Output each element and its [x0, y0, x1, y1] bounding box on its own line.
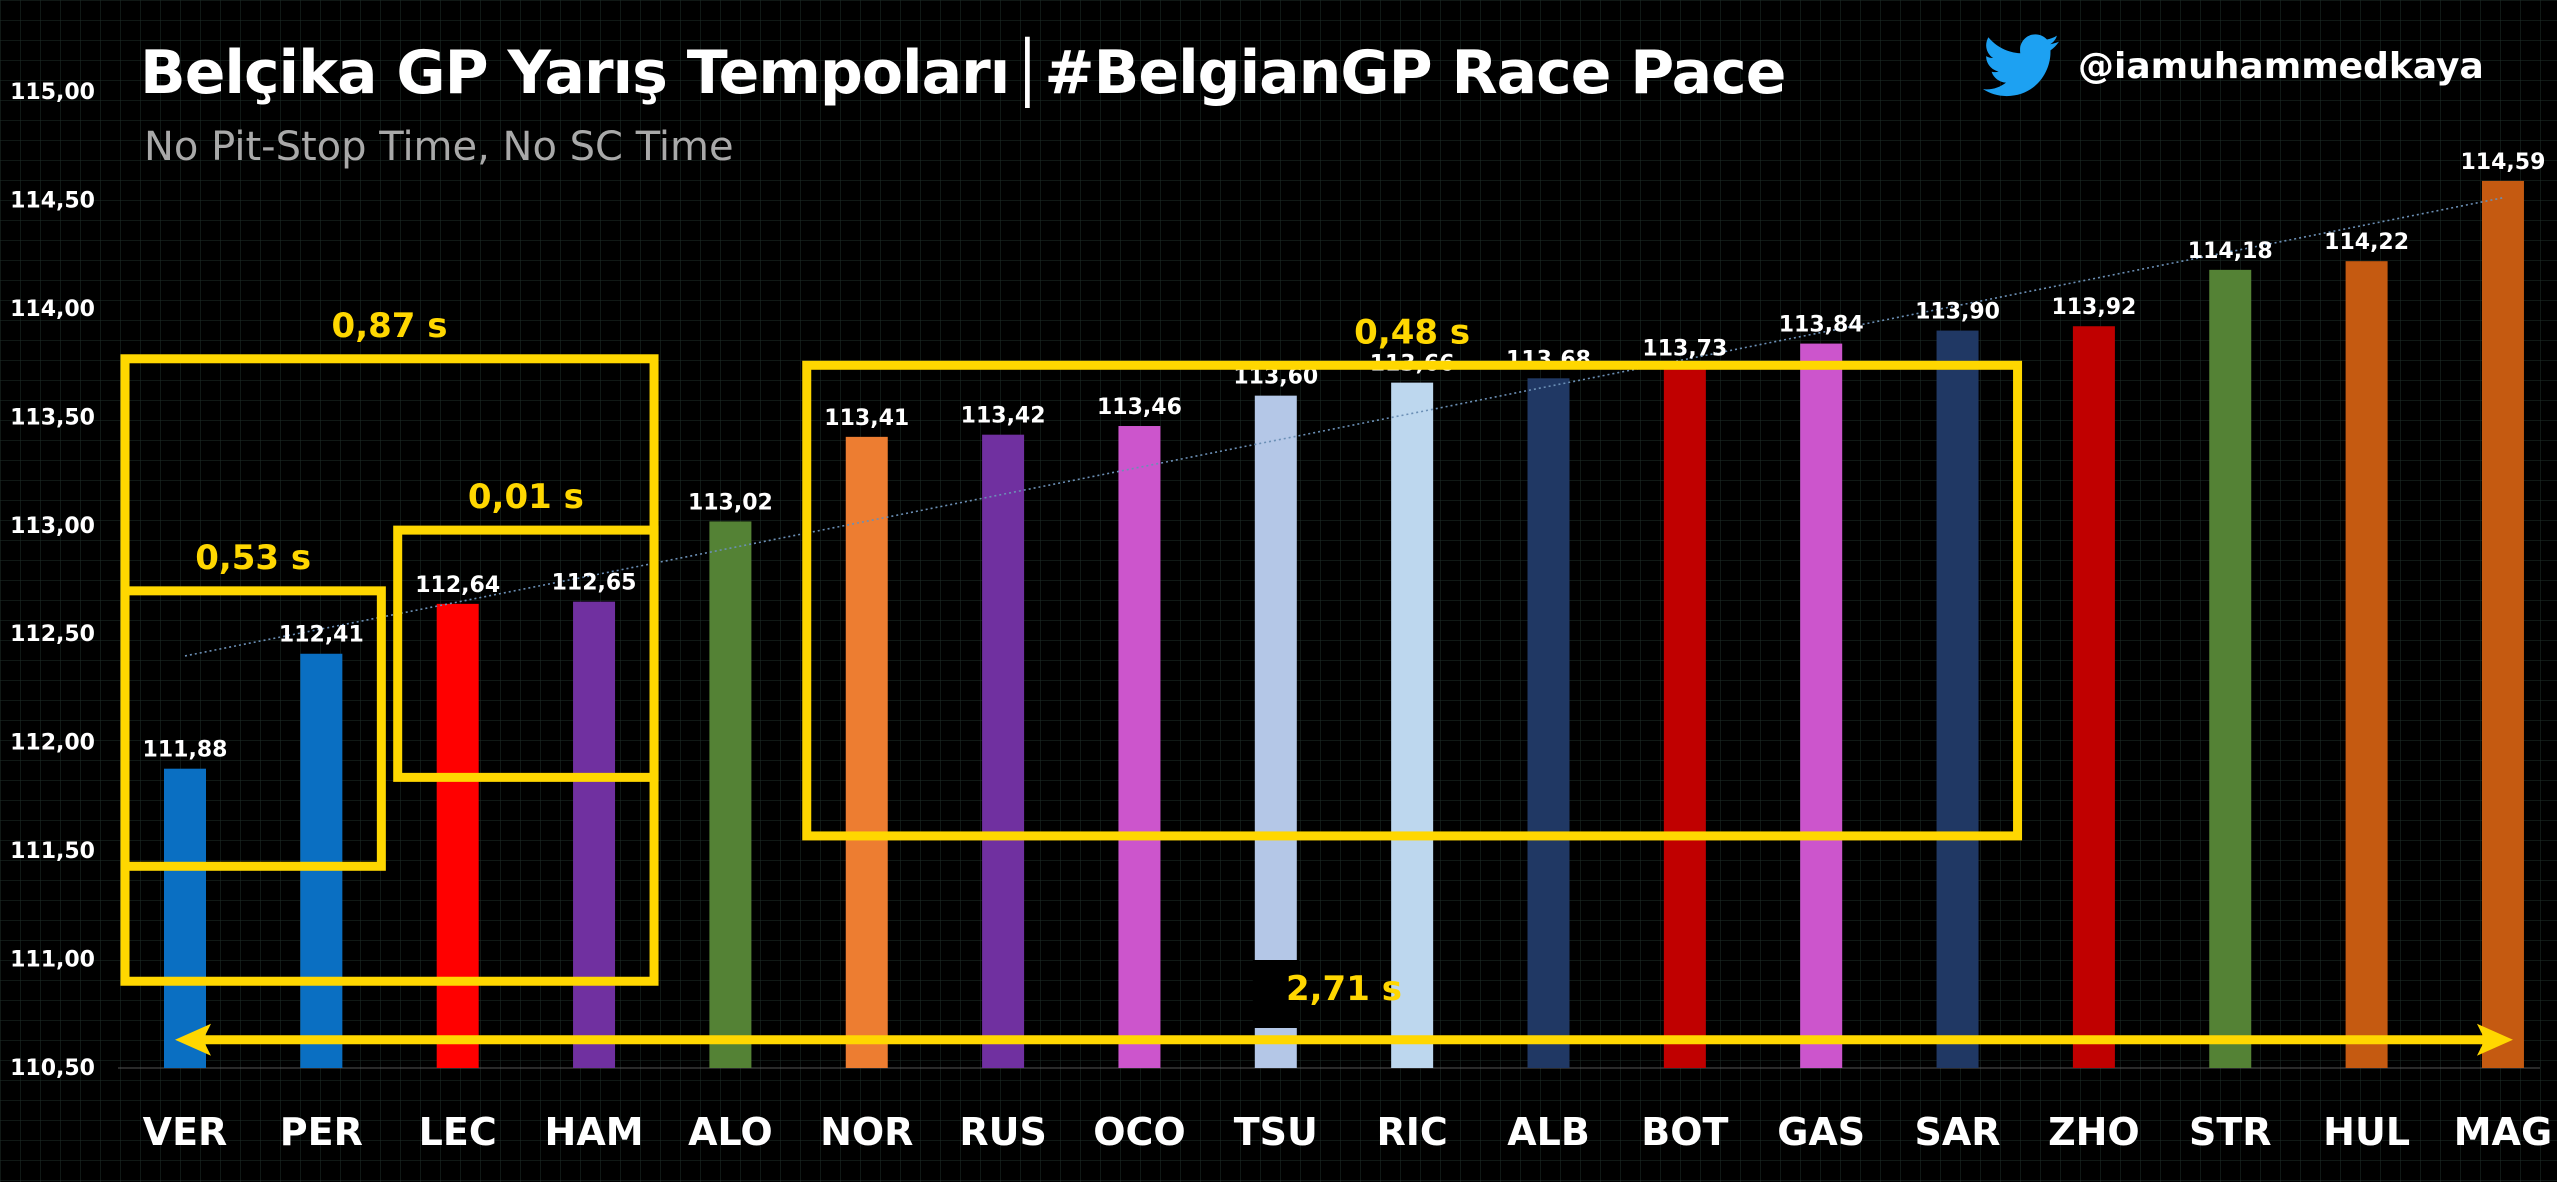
bar-alb: [1527, 378, 1570, 1068]
y-tick-label: 111,00: [10, 948, 95, 973]
x-tick-label: BOT: [1641, 1110, 1728, 1154]
y-tick-label: 112,50: [10, 622, 95, 647]
x-tick-label: RUS: [959, 1110, 1047, 1154]
bar-oco: [1118, 426, 1161, 1068]
y-tick-label: 113,00: [10, 514, 95, 539]
bar-hul: [2345, 261, 2388, 1068]
data-label: 114,22: [2324, 230, 2409, 255]
x-tick-label: NOR: [820, 1110, 913, 1154]
bars: [164, 180, 2524, 1069]
data-label: 114,59: [2460, 150, 2545, 175]
x-tick-label: PER: [280, 1110, 363, 1154]
arrow-head-right: [2476, 1023, 2513, 1056]
trend-line: [184, 196, 2504, 657]
x-tick-label: VER: [143, 1110, 228, 1154]
annotations: 0,87 s 0,53 s 0,01 s 0,48 s 2,71 s: [120, 306, 2513, 1056]
bar-nor: [845, 436, 888, 1068]
bar-mag: [2481, 180, 2524, 1068]
x-tick-label: ZHO: [2048, 1110, 2140, 1154]
y-tick-label: 113,50: [10, 405, 95, 430]
x-tick-label: ALO: [688, 1110, 773, 1154]
data-label: 112,65: [552, 571, 637, 596]
y-tick-label: 111,50: [10, 839, 95, 864]
annotation-label: 2,71 s: [1286, 969, 1402, 1009]
bar-ver: [164, 768, 206, 1068]
annotation-box: [120, 586, 386, 871]
twitter-handle-text: @iamuhammedkaya: [2078, 45, 2484, 87]
x-tick-label: RIC: [1377, 1110, 1448, 1154]
label-backdrop: [1252, 960, 1299, 1028]
arrow-head-left: [175, 1023, 211, 1056]
data-label: 113,46: [1097, 395, 1182, 420]
data-label: 113,73: [1642, 336, 1727, 361]
x-tick-label: TSU: [1234, 1110, 1318, 1154]
bar-sar: [1936, 330, 1979, 1069]
data-label: 113,02: [688, 490, 773, 515]
bar-per: [300, 653, 343, 1068]
y-tick-label: 115,00: [10, 80, 95, 105]
bar-zho: [2072, 326, 2115, 1068]
y-axis: 110,50 111,00 111,50 112,00 112,50 113,00 113,…: [10, 80, 2540, 1081]
data-label: 112,41: [279, 623, 364, 648]
bar-str: [2209, 269, 2252, 1068]
data-label: 113,42: [961, 404, 1046, 429]
bar-tsu: [1254, 395, 1297, 1069]
y-tick-label: 110,50: [10, 1056, 95, 1081]
data-label: 111,88: [143, 738, 228, 763]
bar-lec: [436, 603, 479, 1068]
data-label: 113,41: [824, 406, 909, 431]
data-label: 113,90: [1915, 300, 2000, 325]
annotation-label: 0,53 s: [195, 538, 311, 578]
x-tick-label: ALB: [1507, 1110, 1590, 1154]
y-tick-label: 114,50: [10, 188, 95, 213]
annotation-label: 0,01 s: [468, 477, 584, 517]
annotation-box: [802, 360, 2023, 841]
x-tick-label: HAM: [545, 1110, 644, 1154]
x-tick-label: MAG: [2454, 1110, 2552, 1154]
y-tick-label: 112,00: [10, 731, 95, 756]
x-axis-labels: VER PER LEC HAM ALO NOR RUS OCO TSU RIC ALB BOT GAS S…: [143, 1110, 2552, 1154]
data-label: 113,84: [1779, 313, 1864, 338]
bar-bot: [1663, 367, 1706, 1069]
page-title: Belçika GP Yarış Tempoları│#BelgianGP Ra…: [140, 38, 1786, 108]
x-tick-label: HUL: [2323, 1110, 2410, 1154]
annotation-label: 0,87 s: [332, 306, 448, 346]
x-tick-label: OCO: [1093, 1110, 1186, 1154]
data-label: 114,18: [2188, 239, 2273, 264]
bar-rus: [982, 434, 1025, 1068]
data-label: 113,92: [2051, 295, 2136, 320]
trend-line-path: [184, 196, 2504, 657]
y-tick-label: 114,00: [10, 297, 95, 322]
annotation-label: 0,48 s: [1354, 312, 1470, 352]
x-tick-label: GAS: [1777, 1110, 1865, 1154]
page-subtitle: No Pit-Stop Time, No SC Time: [144, 124, 734, 170]
twitter-bird-icon: [1982, 34, 2060, 97]
x-tick-label: SAR: [1915, 1110, 2001, 1154]
x-tick-label: STR: [2189, 1110, 2272, 1154]
twitter-handle[interactable]: @iamuhammedkaya: [1978, 34, 2484, 98]
bar-alo: [709, 521, 752, 1068]
annotation-box: [393, 525, 659, 782]
x-tick-label: LEC: [419, 1110, 497, 1154]
data-label: 112,64: [415, 573, 500, 598]
bar-ric: [1391, 382, 1434, 1068]
bar-ham: [573, 601, 616, 1068]
bar-gas: [1800, 343, 1843, 1068]
